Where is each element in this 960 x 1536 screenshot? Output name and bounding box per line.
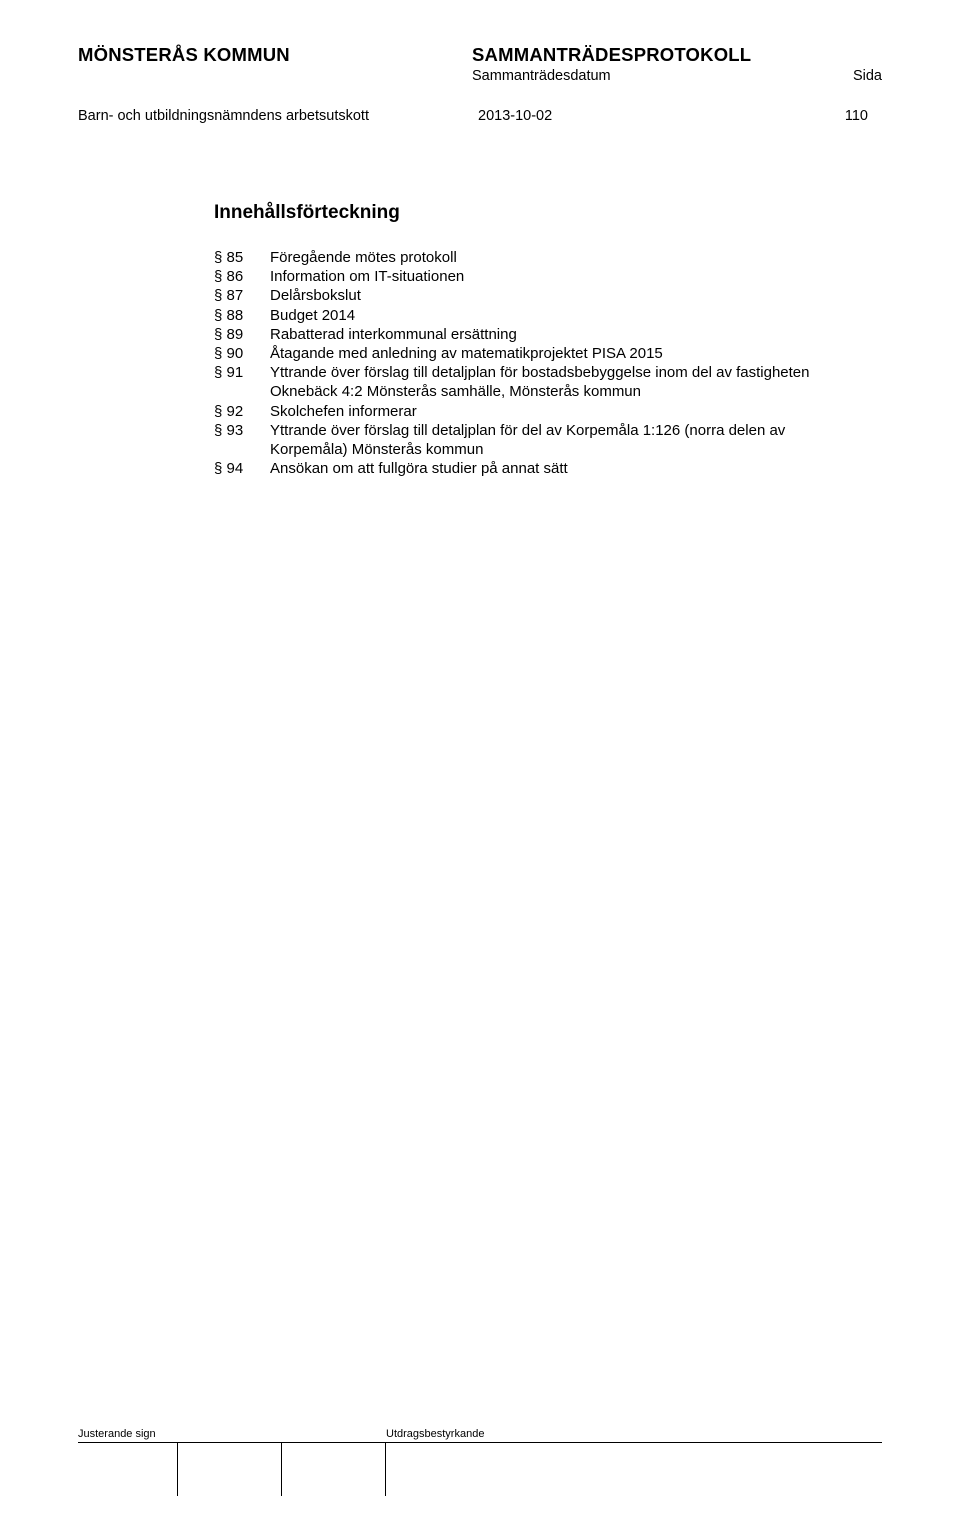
toc: Innehållsförteckning § 85Föregående möte… xyxy=(214,202,882,478)
toc-item-text: Ansökan om att fullgöra studier på annat… xyxy=(270,459,882,478)
signature-box-1 xyxy=(78,1442,178,1496)
toc-item: § 94Ansökan om att fullgöra studier på a… xyxy=(214,459,882,478)
footer-boxes xyxy=(78,1442,882,1496)
toc-title: Innehållsförteckning xyxy=(214,202,882,224)
toc-item-ref: § 86 xyxy=(214,267,270,286)
toc-list: § 85Föregående mötes protokoll§ 86Inform… xyxy=(214,248,882,478)
header-sub-left: Sammanträdesdatum xyxy=(472,68,611,84)
header-sub-right: Sida xyxy=(853,68,882,84)
footer-left-label: Justerande sign xyxy=(78,1428,386,1440)
meta-row: Barn- och utbildningsnämndens arbetsutsk… xyxy=(78,108,882,124)
footer-labels: Justerande sign Utdragsbestyrkande xyxy=(78,1428,882,1440)
toc-item: § 85Föregående mötes protokoll xyxy=(214,248,882,267)
toc-item: § 91Yttrande över förslag till detaljpla… xyxy=(214,363,882,401)
meta-date: 2013-10-02 xyxy=(478,108,788,124)
header-right-sub: Sammanträdesdatum Sida xyxy=(472,68,882,84)
page: MÖNSTERÅS KOMMUN SAMMANTRÄDESPROTOKOLL S… xyxy=(0,0,960,1536)
toc-item-ref: § 92 xyxy=(214,402,270,421)
toc-item: § 90Åtagande med anledning av matematikp… xyxy=(214,344,882,363)
toc-item-ref: § 89 xyxy=(214,325,270,344)
signature-box-3 xyxy=(282,1442,386,1496)
toc-item-text: Föregående mötes protokoll xyxy=(270,248,882,267)
toc-item: § 93Yttrande över förslag till detaljpla… xyxy=(214,421,882,459)
toc-item-ref: § 94 xyxy=(214,459,270,478)
toc-item-ref: § 93 xyxy=(214,421,270,459)
toc-item-text: Budget 2014 xyxy=(270,306,882,325)
toc-item: § 88Budget 2014 xyxy=(214,306,882,325)
toc-item-ref: § 90 xyxy=(214,344,270,363)
toc-item: § 87Delårsbokslut xyxy=(214,286,882,305)
attestation-box xyxy=(386,1442,882,1496)
toc-item-text: Yttrande över förslag till detaljplan fö… xyxy=(270,363,882,401)
toc-item-ref: § 87 xyxy=(214,286,270,305)
meta-page: 110 xyxy=(788,108,868,124)
toc-item-ref: § 88 xyxy=(214,306,270,325)
footer-right-label: Utdragsbestyrkande xyxy=(386,1428,882,1440)
signature-box-2 xyxy=(178,1442,282,1496)
toc-item-text: Delårsbokslut xyxy=(270,286,882,305)
toc-item-ref: § 85 xyxy=(214,248,270,267)
header-row: MÖNSTERÅS KOMMUN SAMMANTRÄDESPROTOKOLL S… xyxy=(78,44,882,84)
toc-item: § 86Information om IT-situationen xyxy=(214,267,882,286)
toc-item-text: Yttrande över förslag till detaljplan fö… xyxy=(270,421,882,459)
toc-item: § 89Rabatterad interkommunal ersättning xyxy=(214,325,882,344)
toc-item-text: Åtagande med anledning av matematikproje… xyxy=(270,344,882,363)
toc-item: § 92Skolchefen informerar xyxy=(214,402,882,421)
toc-item-text: Skolchefen informerar xyxy=(270,402,882,421)
footer: Justerande sign Utdragsbestyrkande xyxy=(78,1428,882,1496)
header-right-title: SAMMANTRÄDESPROTOKOLL xyxy=(472,44,882,66)
toc-item-text: Information om IT-situationen xyxy=(270,267,882,286)
toc-item-text: Rabatterad interkommunal ersättning xyxy=(270,325,882,344)
toc-item-ref: § 91 xyxy=(214,363,270,401)
header-right: SAMMANTRÄDESPROTOKOLL Sammanträdesdatum … xyxy=(472,44,882,84)
header-left: MÖNSTERÅS KOMMUN xyxy=(78,44,290,66)
meta-committee: Barn- och utbildningsnämndens arbetsutsk… xyxy=(78,108,478,124)
